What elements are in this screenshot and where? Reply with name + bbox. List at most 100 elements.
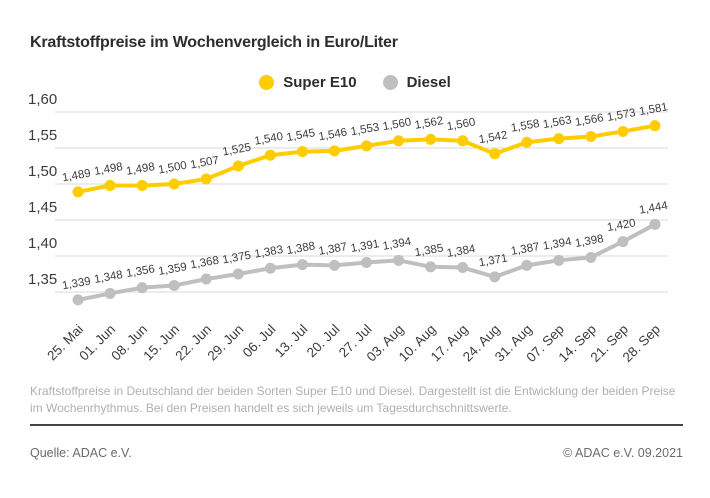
price-line-chart: 1,60 1,55 1,50 1,45 1,40 1,35 1,489 1,498 1,498 1… xyxy=(0,90,710,382)
data-point xyxy=(328,145,340,157)
data-point xyxy=(649,120,661,132)
data-point xyxy=(521,136,533,148)
data-point-label: 1,489 xyxy=(61,168,91,185)
data-point xyxy=(200,173,212,185)
legend-label-super-e10: Super E10 xyxy=(283,74,357,91)
data-point-label: 1,558 xyxy=(510,118,540,135)
chart-svg: 1,601,551,501,451,401,351,489 1,498 1,498 1… xyxy=(28,91,669,366)
chart-description: Kraftstoffpreise in Deutschland der beid… xyxy=(30,384,676,416)
data-point xyxy=(585,251,597,263)
data-point xyxy=(296,146,308,158)
data-point-label: 1,545 xyxy=(286,127,316,144)
legend-item-super-e10: Super E10 xyxy=(259,74,357,91)
y-tick-label: 1,40 xyxy=(28,235,57,252)
data-point-label: 1,398 xyxy=(574,233,604,250)
data-point xyxy=(617,125,629,137)
data-point-label: 1,420 xyxy=(606,217,636,234)
data-point-label: 1,560 xyxy=(446,116,476,133)
data-point xyxy=(585,130,597,142)
y-axis-labels: 1,60 1,55 1,50 1,45 1,40 1,35 xyxy=(28,91,57,288)
data-point xyxy=(361,256,372,268)
data-point xyxy=(168,280,180,292)
y-tick-label: 1,50 xyxy=(28,163,57,180)
data-point-label: 1,388 xyxy=(286,240,316,257)
data-point xyxy=(553,133,565,145)
y-tick-label: 1,45 xyxy=(28,199,57,216)
data-point-label: 1,384 xyxy=(446,243,477,260)
data-point xyxy=(264,149,276,161)
data-point-label: 1,546 xyxy=(318,127,348,144)
data-point xyxy=(489,271,501,283)
x-tick-label: 06. Jul xyxy=(240,322,279,361)
super-e10-legend-dot-icon xyxy=(259,75,275,90)
data-point-label: 1,387 xyxy=(318,241,348,258)
data-point-label: 1,507 xyxy=(189,155,219,172)
data-point xyxy=(393,254,405,266)
data-point xyxy=(553,254,565,266)
data-point xyxy=(361,140,372,152)
y-tick-label: 1,35 xyxy=(28,271,57,288)
data-point-label: 1,498 xyxy=(93,161,123,178)
data-point xyxy=(200,273,212,285)
data-point-label: 1,375 xyxy=(222,250,252,267)
x-tick-label: 29. Jun xyxy=(204,322,246,364)
data-point-label: 1,359 xyxy=(157,261,187,278)
x-tick-label: 20. Jul xyxy=(304,322,343,361)
data-point xyxy=(425,261,437,273)
data-point xyxy=(72,186,84,198)
data-point xyxy=(72,294,84,306)
data-point-label: 1,563 xyxy=(542,114,572,131)
data-point-label: 1,385 xyxy=(414,242,444,259)
data-point xyxy=(232,268,244,280)
data-point xyxy=(232,160,244,172)
data-point xyxy=(425,133,437,145)
data-point xyxy=(617,236,629,248)
data-point xyxy=(489,148,501,160)
data-point-label: 1,560 xyxy=(382,116,412,133)
legend-label-diesel: Diesel xyxy=(406,74,451,91)
data-point xyxy=(457,135,469,147)
data-point xyxy=(649,218,661,230)
data-point-label: 1,339 xyxy=(61,276,91,293)
data-point-label: 1,371 xyxy=(478,253,508,270)
data-point-label: 1,525 xyxy=(222,142,252,159)
data-point xyxy=(393,135,405,147)
data-point-label: 1,573 xyxy=(606,107,636,124)
data-point-label: 1,542 xyxy=(478,129,508,146)
data-point xyxy=(136,179,148,191)
data-point-label: 1,368 xyxy=(189,255,219,272)
legend: Super E10 Diesel xyxy=(0,74,710,91)
data-point-label: 1,562 xyxy=(414,115,444,132)
data-point-label: 1,394 xyxy=(542,236,573,253)
data-point xyxy=(136,282,148,294)
y-tick-label: 1,55 xyxy=(28,127,57,144)
data-point-label: 1,394 xyxy=(382,236,413,253)
data-point-label: 1,553 xyxy=(350,121,380,138)
data-point-label: 1,356 xyxy=(125,263,155,280)
data-point xyxy=(457,262,469,274)
data-point-label: 1,444 xyxy=(638,200,669,217)
data-point-label: 1,387 xyxy=(510,241,540,258)
series-diesel: 1,339 1,348 1,356 1,359 1,368 1,375 1,383 1,388… xyxy=(61,200,669,306)
data-point xyxy=(296,259,308,271)
data-point xyxy=(104,179,116,191)
x-tick-label: 13. Jul xyxy=(272,322,311,361)
data-point-label: 1,581 xyxy=(638,101,668,118)
diesel-legend-dot-icon xyxy=(382,75,398,90)
data-point xyxy=(328,259,340,271)
data-point xyxy=(168,178,180,190)
copyright-text: © ADAC e.V. 09.2021 xyxy=(563,446,683,460)
data-point xyxy=(521,259,533,271)
source-row: Quelle: ADAC e.V. © ADAC e.V. 09.2021 xyxy=(30,446,683,460)
y-tick-label: 1,60 xyxy=(28,91,57,108)
data-point-label: 1,348 xyxy=(93,269,123,286)
source-text: Quelle: ADAC e.V. xyxy=(30,446,132,460)
data-point-label: 1,498 xyxy=(125,161,155,178)
chart-title: Kraftstoffpreise im Wochenvergleich in E… xyxy=(30,34,398,51)
data-point-label: 1,566 xyxy=(574,112,604,129)
divider xyxy=(30,424,683,426)
data-point xyxy=(104,287,116,299)
data-point-label: 1,383 xyxy=(254,244,284,261)
